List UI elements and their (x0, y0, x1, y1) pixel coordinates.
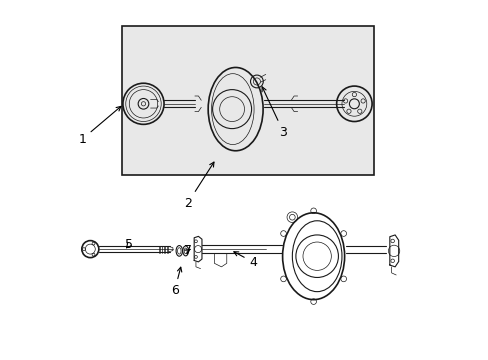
Text: 3: 3 (262, 87, 287, 139)
Text: 4: 4 (233, 252, 257, 269)
Text: 5: 5 (125, 238, 133, 251)
Text: 1: 1 (78, 107, 121, 146)
Text: 6: 6 (170, 267, 182, 297)
Text: 2: 2 (183, 162, 214, 210)
Text: 7: 7 (183, 244, 191, 257)
Bar (122, 26, 373, 175)
